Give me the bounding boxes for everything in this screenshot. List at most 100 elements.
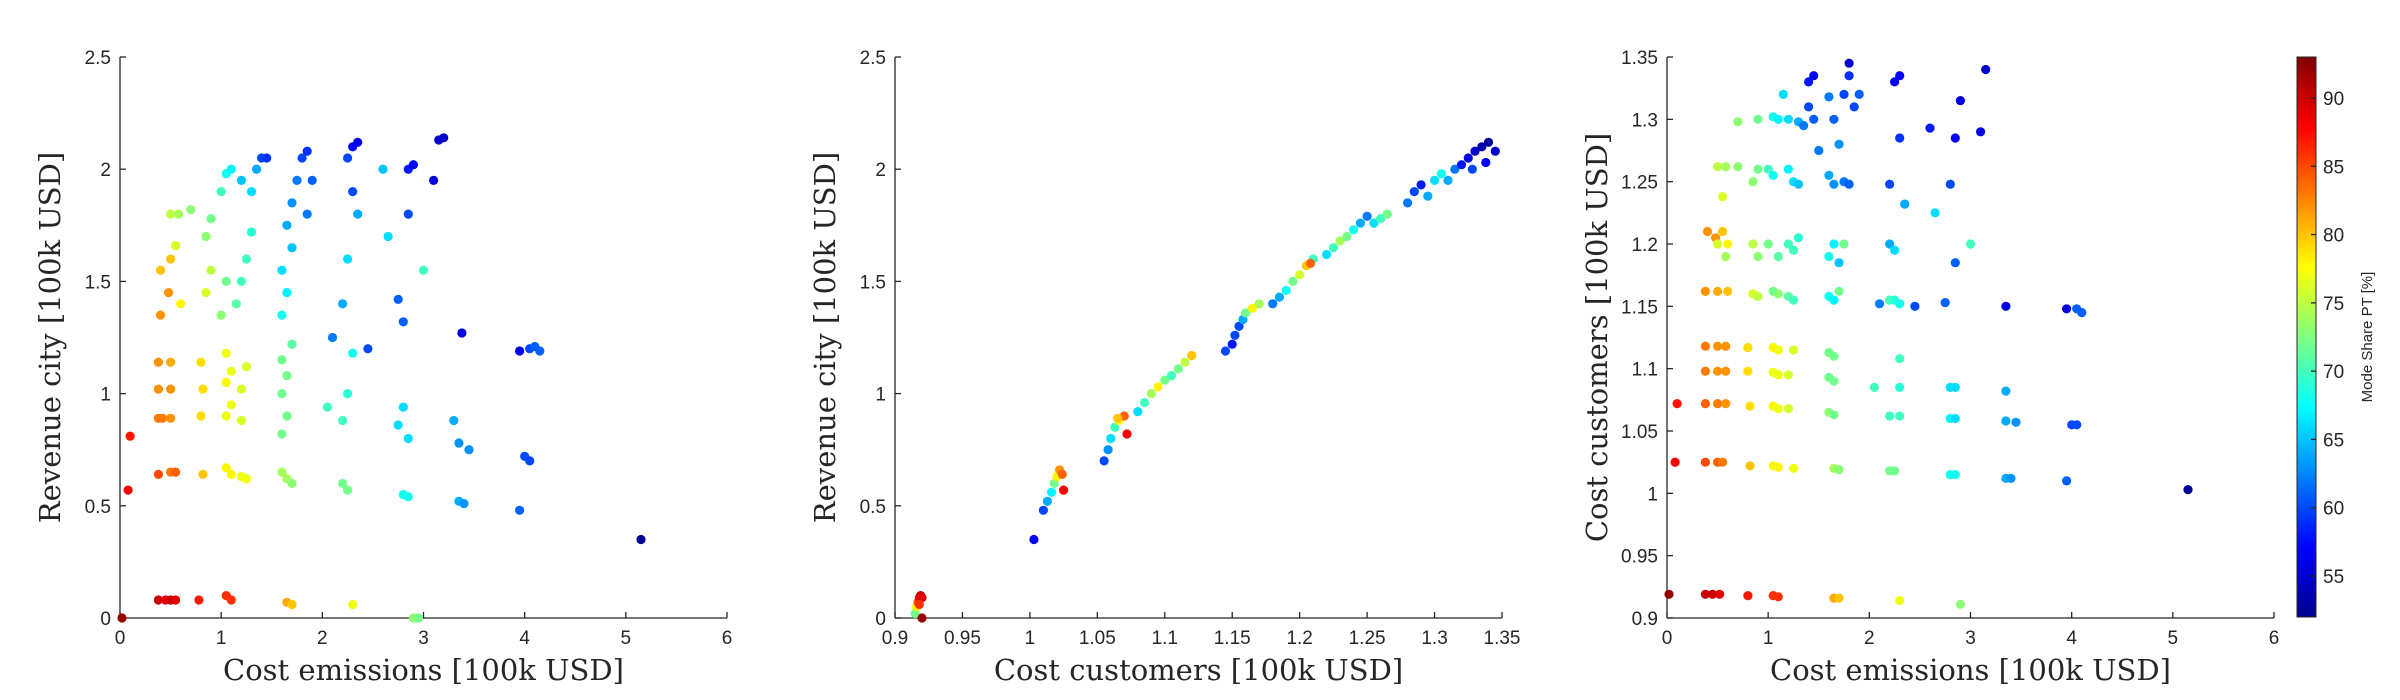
scatter-point xyxy=(413,613,423,623)
scatter-point xyxy=(454,438,464,448)
scatter-point xyxy=(1829,114,1839,124)
scatter-point xyxy=(1829,179,1839,189)
scatter-point xyxy=(1467,164,1477,174)
scatter-point xyxy=(1955,96,1965,106)
scatter-point xyxy=(1713,366,1723,376)
scatter-point xyxy=(1753,114,1763,124)
scatter-point xyxy=(1160,375,1170,385)
scatter-point xyxy=(1773,251,1783,262)
scatter-point xyxy=(176,299,186,309)
scatter-point xyxy=(1713,162,1723,172)
scatter-point xyxy=(1804,77,1814,87)
y-tick-label: 1 xyxy=(100,385,111,406)
scatter-point xyxy=(1106,433,1116,444)
scatter-point xyxy=(464,445,474,455)
y-tick-label: 1.05 xyxy=(1621,422,1658,443)
scatter-point xyxy=(1230,330,1240,340)
scatter-point xyxy=(166,357,176,367)
scatter-point xyxy=(338,478,348,488)
scatter-point xyxy=(348,187,358,197)
scatter-point xyxy=(117,613,127,623)
scatter-point xyxy=(348,599,358,610)
scatter-point xyxy=(1470,146,1480,156)
scatter-point xyxy=(1788,463,1799,473)
x-tick-label: 3 xyxy=(1965,628,1976,649)
scatter-point xyxy=(1146,389,1156,399)
colorbar-tick-label: 90 xyxy=(2323,89,2344,110)
scatter-point xyxy=(1763,164,1773,174)
y-axis-title: Cost customers [100k USD] xyxy=(1580,133,1614,542)
scatter-point xyxy=(1844,71,1854,81)
scatter-point xyxy=(1773,462,1783,472)
scatter-point xyxy=(287,599,297,610)
scatter-point xyxy=(236,175,246,185)
x-tick-label: 0.9 xyxy=(882,628,908,649)
y-tick-label: 2.5 xyxy=(860,48,886,69)
scatter-point xyxy=(1834,258,1844,268)
x-axis-title: Cost emissions [100k USD] xyxy=(223,653,624,687)
scatter-point xyxy=(1733,162,1743,172)
scatter-point xyxy=(343,153,353,163)
scatter-point xyxy=(153,469,163,479)
scatter-point xyxy=(1773,404,1783,414)
scatter-point xyxy=(1723,239,1733,249)
scatter-point xyxy=(277,429,287,439)
scatter-point xyxy=(153,357,163,367)
scatter-point xyxy=(302,146,312,156)
scatter-point xyxy=(1110,422,1120,432)
scatter-point xyxy=(1854,89,1864,99)
scatter-panel-2: 0.9 0.95 1 1.05 1.1 1.15 1.2 1.25 1.3 1.35 0 0.5 1 1.… xyxy=(808,48,1520,687)
scatter-point xyxy=(1700,341,1710,351)
scatter-point xyxy=(157,413,168,423)
scatter-point xyxy=(1113,413,1123,423)
scatter-point xyxy=(241,474,252,484)
scatter-point xyxy=(1844,179,1854,189)
x-tick-label: 5 xyxy=(2168,628,2179,649)
scatter-point xyxy=(153,595,163,605)
scatter-point xyxy=(1103,445,1113,455)
y-tick-label: 1.5 xyxy=(85,272,111,293)
scatter-point xyxy=(1950,470,1960,480)
scatter-panels: 0 1 2 3 4 5 6 0 0.5 1 1.5 2 2.5 Cost emissions [100k … xyxy=(33,48,2279,687)
scatter-point xyxy=(1227,339,1237,349)
scatter-point xyxy=(1783,370,1793,380)
scatter-point xyxy=(1829,376,1839,386)
scatter-point xyxy=(123,485,133,495)
scatter-point xyxy=(1456,160,1467,170)
scatter-point xyxy=(1748,177,1758,187)
scatter-point xyxy=(221,377,231,387)
scatter-point xyxy=(1342,231,1352,242)
scatter-point xyxy=(226,469,236,479)
scatter-point xyxy=(1773,345,1783,355)
scatter-point xyxy=(1793,179,1804,189)
scatter-point xyxy=(1268,299,1278,309)
scatter-point xyxy=(282,411,292,421)
scatter-point xyxy=(1763,239,1773,249)
colorbar-ticks: 55 60 65 70 75 80 85 90 xyxy=(2311,89,2344,588)
scatter-point xyxy=(1783,114,1793,124)
scatter-point xyxy=(2001,386,2011,396)
scatter-point xyxy=(166,384,176,394)
scatter-point xyxy=(1895,133,1905,143)
scatter-point xyxy=(2183,485,2193,495)
colorbar-gradient xyxy=(2296,56,2317,618)
scatter-point xyxy=(2072,420,2082,430)
scatter-points xyxy=(117,133,646,623)
scatter-point xyxy=(1322,249,1332,260)
scatter-point xyxy=(1976,127,1986,137)
scatter-point xyxy=(297,153,307,163)
scatter-point xyxy=(1925,123,1935,133)
scatter-point xyxy=(1743,342,1753,353)
colorbar-tick-label: 65 xyxy=(2323,430,2344,451)
scatter-point xyxy=(1099,456,1109,466)
scatter-point xyxy=(1733,117,1743,127)
scatter-point xyxy=(338,299,348,309)
scatter-point xyxy=(171,240,181,251)
scatter-point xyxy=(1288,276,1298,286)
scatter-point xyxy=(1793,233,1804,243)
scatter-point xyxy=(1700,366,1710,376)
scatter-point xyxy=(1220,346,1231,356)
scatter-point xyxy=(917,613,927,623)
scatter-point xyxy=(2001,301,2011,311)
y-tick-label: 0.95 xyxy=(1621,547,1658,568)
